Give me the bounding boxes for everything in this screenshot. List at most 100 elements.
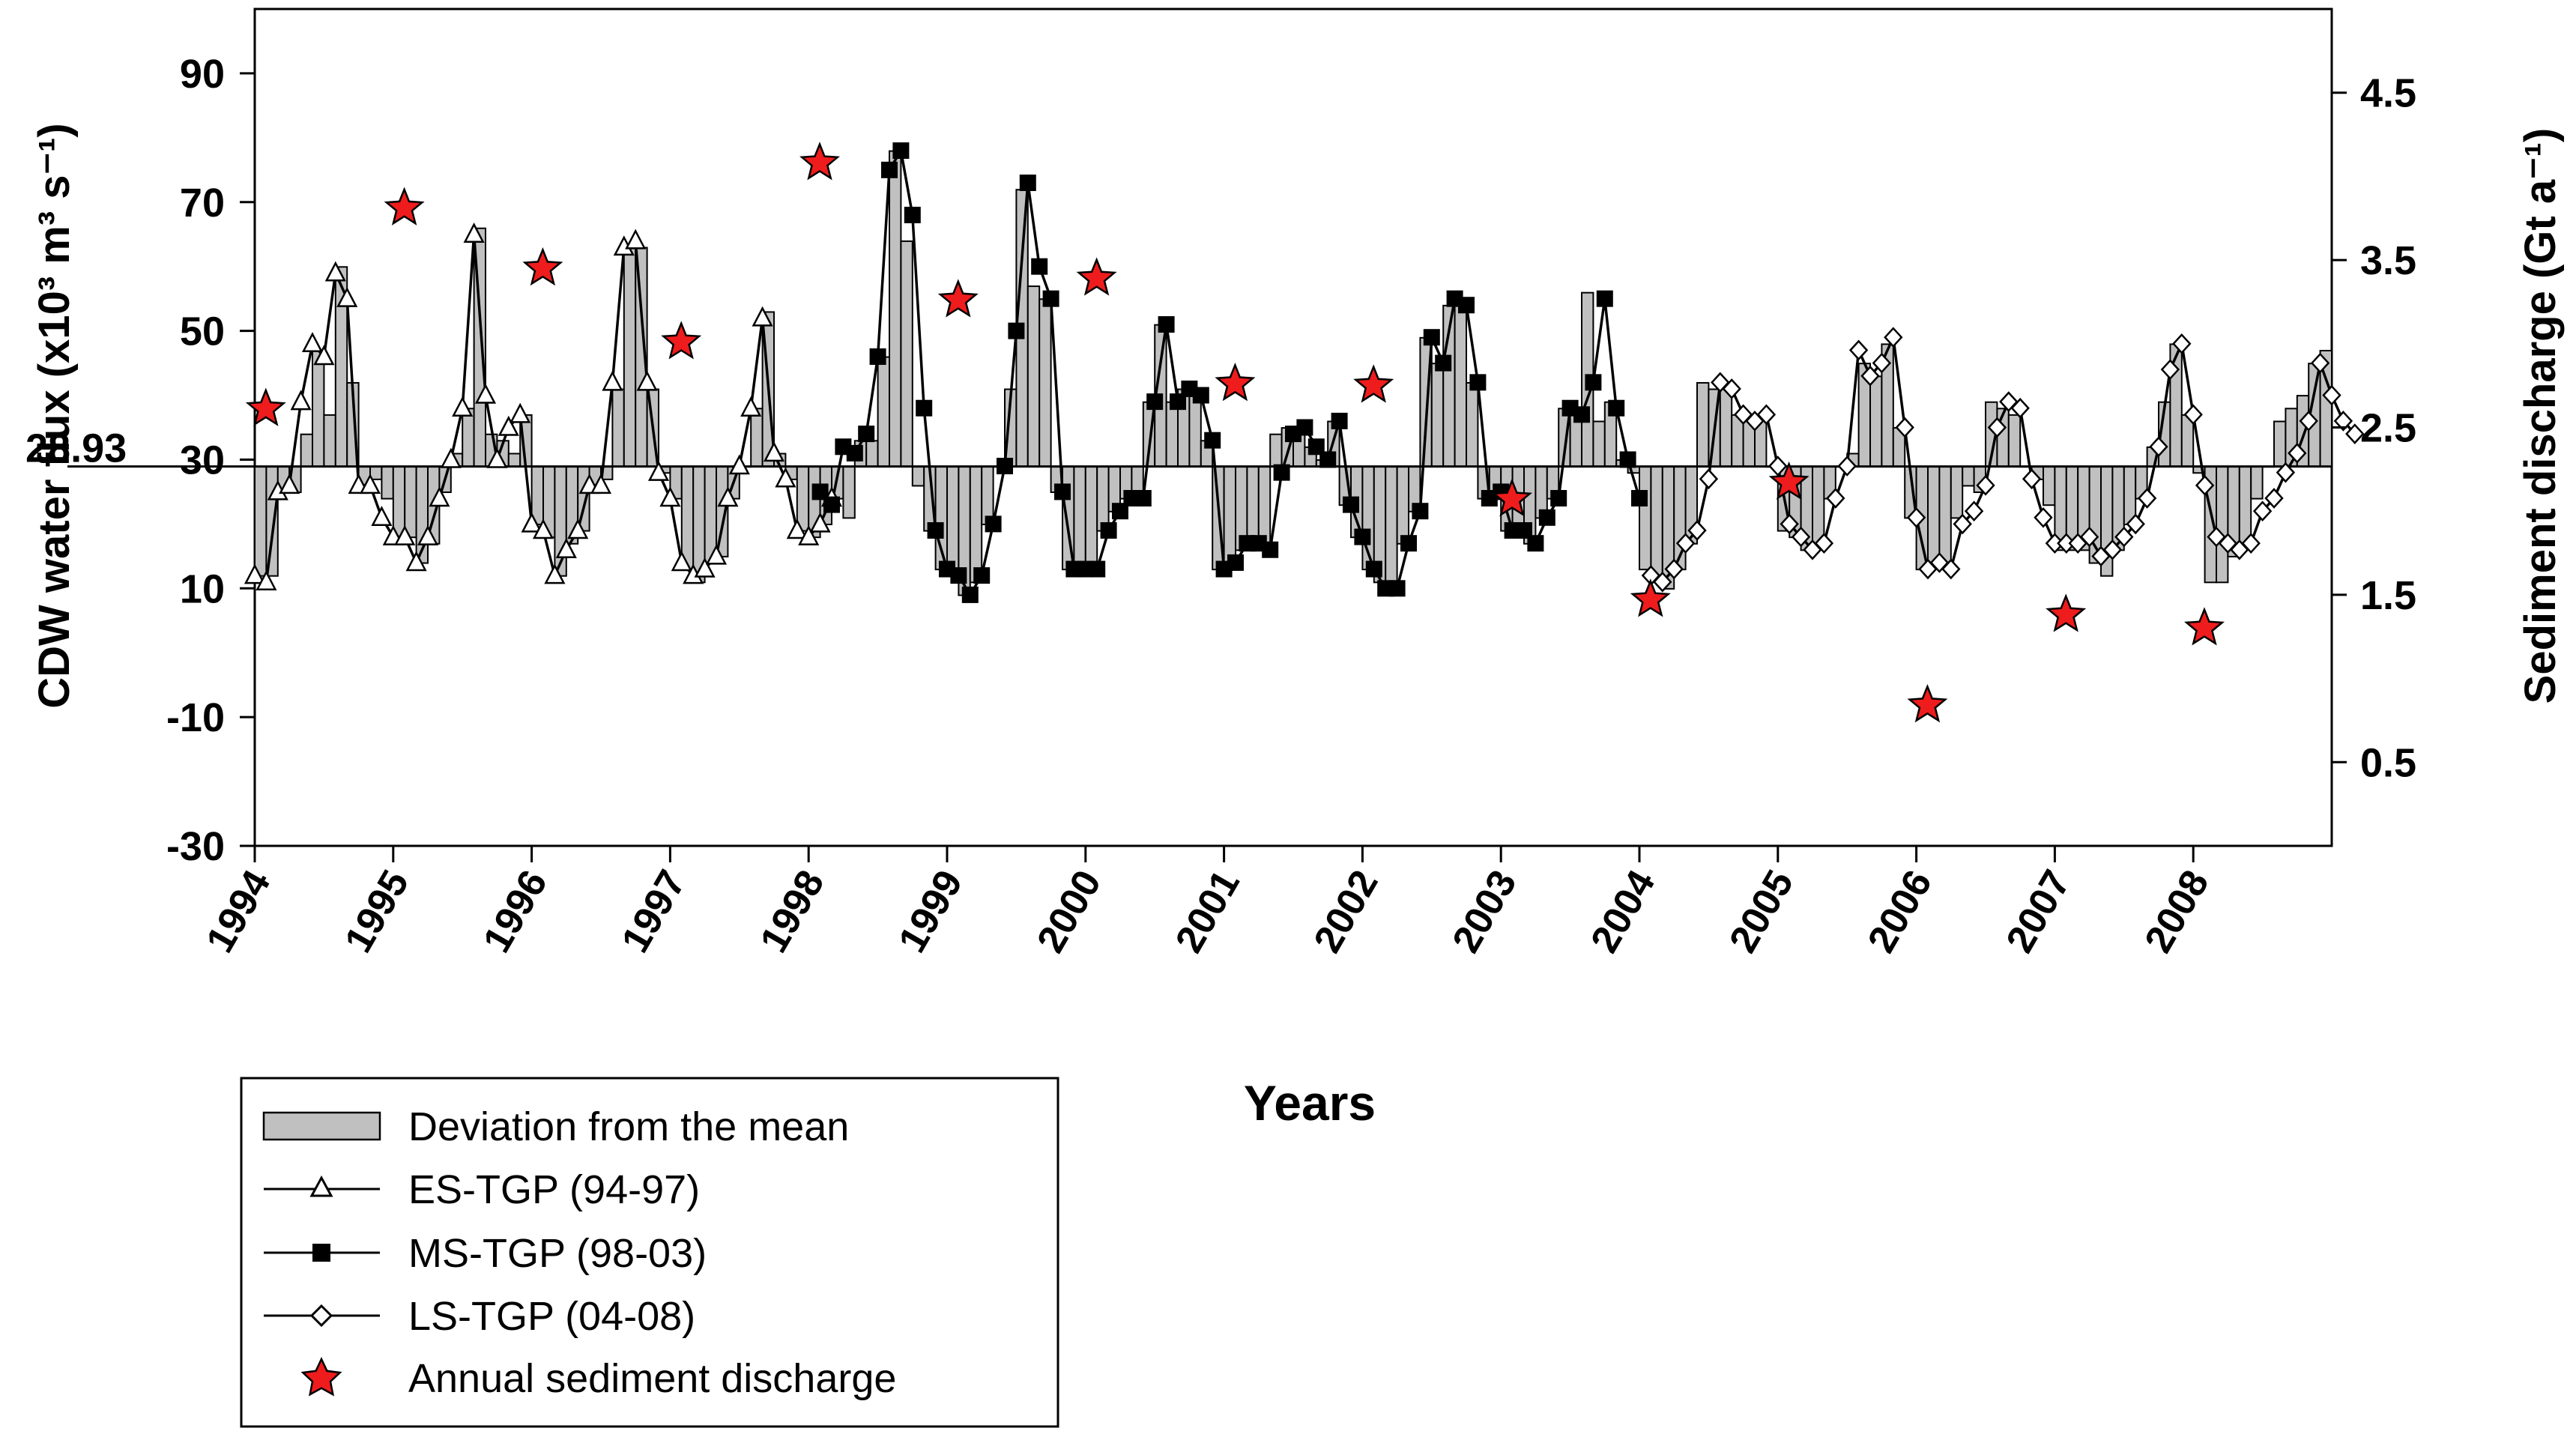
deviation-bar	[1385, 465, 1398, 584]
data-point	[2034, 506, 2053, 528]
deviation-bar	[323, 414, 336, 468]
deviation-bar	[381, 465, 394, 500]
data-point	[1964, 500, 1984, 522]
data-point	[2102, 539, 2123, 560]
deviation-bar	[1188, 395, 1202, 468]
data-point	[1457, 297, 1475, 314]
deviation-bar	[300, 433, 314, 468]
deviation-bar	[507, 453, 521, 468]
y2-tick-label: 0.5	[2360, 740, 2416, 785]
deviation-bar	[1812, 465, 1825, 545]
data-point	[1388, 580, 1406, 597]
y-tick-label: 50	[180, 309, 225, 354]
x-tick-label: 2004	[1582, 863, 1663, 960]
sediment-star	[799, 142, 841, 181]
deviation-bar	[2250, 465, 2264, 500]
data-point	[417, 524, 439, 545]
data-point	[1227, 554, 1244, 571]
sediment-stars	[245, 142, 2225, 723]
data-point	[892, 142, 910, 160]
data-point	[786, 518, 808, 539]
deviation-bar	[611, 388, 625, 468]
data-point	[659, 486, 681, 507]
deviation-bar	[2043, 465, 2056, 506]
data-point	[2079, 526, 2099, 548]
sediment-star	[1076, 257, 1117, 296]
data-point	[775, 467, 796, 488]
data-point	[996, 458, 1013, 475]
data-point	[717, 486, 739, 507]
data-point	[1008, 322, 1025, 339]
data-point	[1664, 558, 1684, 580]
data-point	[880, 161, 898, 178]
data-point	[1630, 490, 1648, 507]
data-point	[694, 557, 716, 578]
deviation-bar	[1073, 465, 1086, 571]
y-tick-label: 70	[180, 181, 225, 226]
data-point	[359, 474, 381, 494]
data-point	[798, 524, 820, 545]
data-point	[625, 229, 647, 249]
y-axis-title: CDW water flux (x10³ m³ s⁻¹)	[30, 123, 79, 709]
legend-label-es: ES-TGP (94-97)	[408, 1167, 700, 1212]
data-point	[705, 544, 728, 565]
data-point	[290, 390, 312, 411]
deviation-bar	[900, 240, 913, 468]
deviation-bar	[2238, 465, 2252, 545]
deviation-bar	[842, 465, 856, 519]
x-tick-label: 2006	[1860, 863, 1941, 960]
deviation-bar	[392, 465, 406, 539]
data-point	[1262, 541, 1279, 558]
data-point	[324, 261, 346, 282]
data-point	[1585, 374, 1602, 391]
deviation-bar	[889, 150, 902, 468]
data-point	[1756, 404, 1777, 426]
deviation-bar	[796, 465, 810, 532]
legend-star-icon	[300, 1357, 342, 1397]
sediment-star	[1215, 363, 1256, 402]
deviation-bars	[254, 150, 2333, 596]
data-point	[1412, 503, 1429, 520]
data-point	[985, 515, 1002, 533]
deviation-bar	[946, 465, 960, 577]
data-point	[567, 518, 589, 539]
x-tick-label: 2002	[1306, 863, 1387, 960]
x-tick-label: 2000	[1029, 863, 1110, 960]
data-point	[1953, 513, 1972, 535]
data-point	[1906, 506, 1926, 528]
legend-bar-swatch	[262, 1111, 381, 1141]
data-point	[279, 474, 300, 494]
data-point	[2288, 443, 2307, 464]
data-point	[1319, 451, 1337, 468]
data-point	[904, 206, 921, 223]
data-point	[2241, 533, 2261, 554]
sediment-star	[1492, 478, 1533, 517]
y2-tick-label: 4.5	[2360, 71, 2416, 116]
y-tick-label: 30	[180, 438, 225, 482]
data-point	[1608, 399, 1625, 417]
data-point	[336, 286, 358, 307]
data-point	[1895, 417, 1914, 438]
legend-label-deviation: Deviation from the mean	[408, 1104, 849, 1149]
data-point	[1550, 490, 1567, 507]
x-tick-label: 2005	[1721, 863, 1802, 960]
deviation-bar	[1466, 381, 1479, 468]
deviation-bar	[1592, 420, 1606, 468]
deviation-bar	[2216, 465, 2229, 584]
deviation-bar	[1027, 285, 1041, 468]
data-point	[602, 370, 623, 391]
y2-tick-label: 1.5	[2360, 573, 2416, 618]
data-point	[647, 460, 670, 481]
deviation-bar	[1650, 465, 1663, 584]
deviation-bar	[1269, 433, 1283, 468]
sediment-star	[1768, 461, 1809, 500]
data-point	[973, 567, 991, 584]
data-point	[1365, 560, 1382, 578]
data-point	[1515, 521, 1532, 539]
legend-label-stars: Annual sediment discharge	[408, 1356, 896, 1401]
data-point	[636, 370, 658, 391]
data-point	[1814, 533, 1834, 554]
data-point	[869, 348, 886, 365]
data-point	[1354, 528, 1371, 545]
baseline-label: 28.93	[25, 426, 127, 471]
